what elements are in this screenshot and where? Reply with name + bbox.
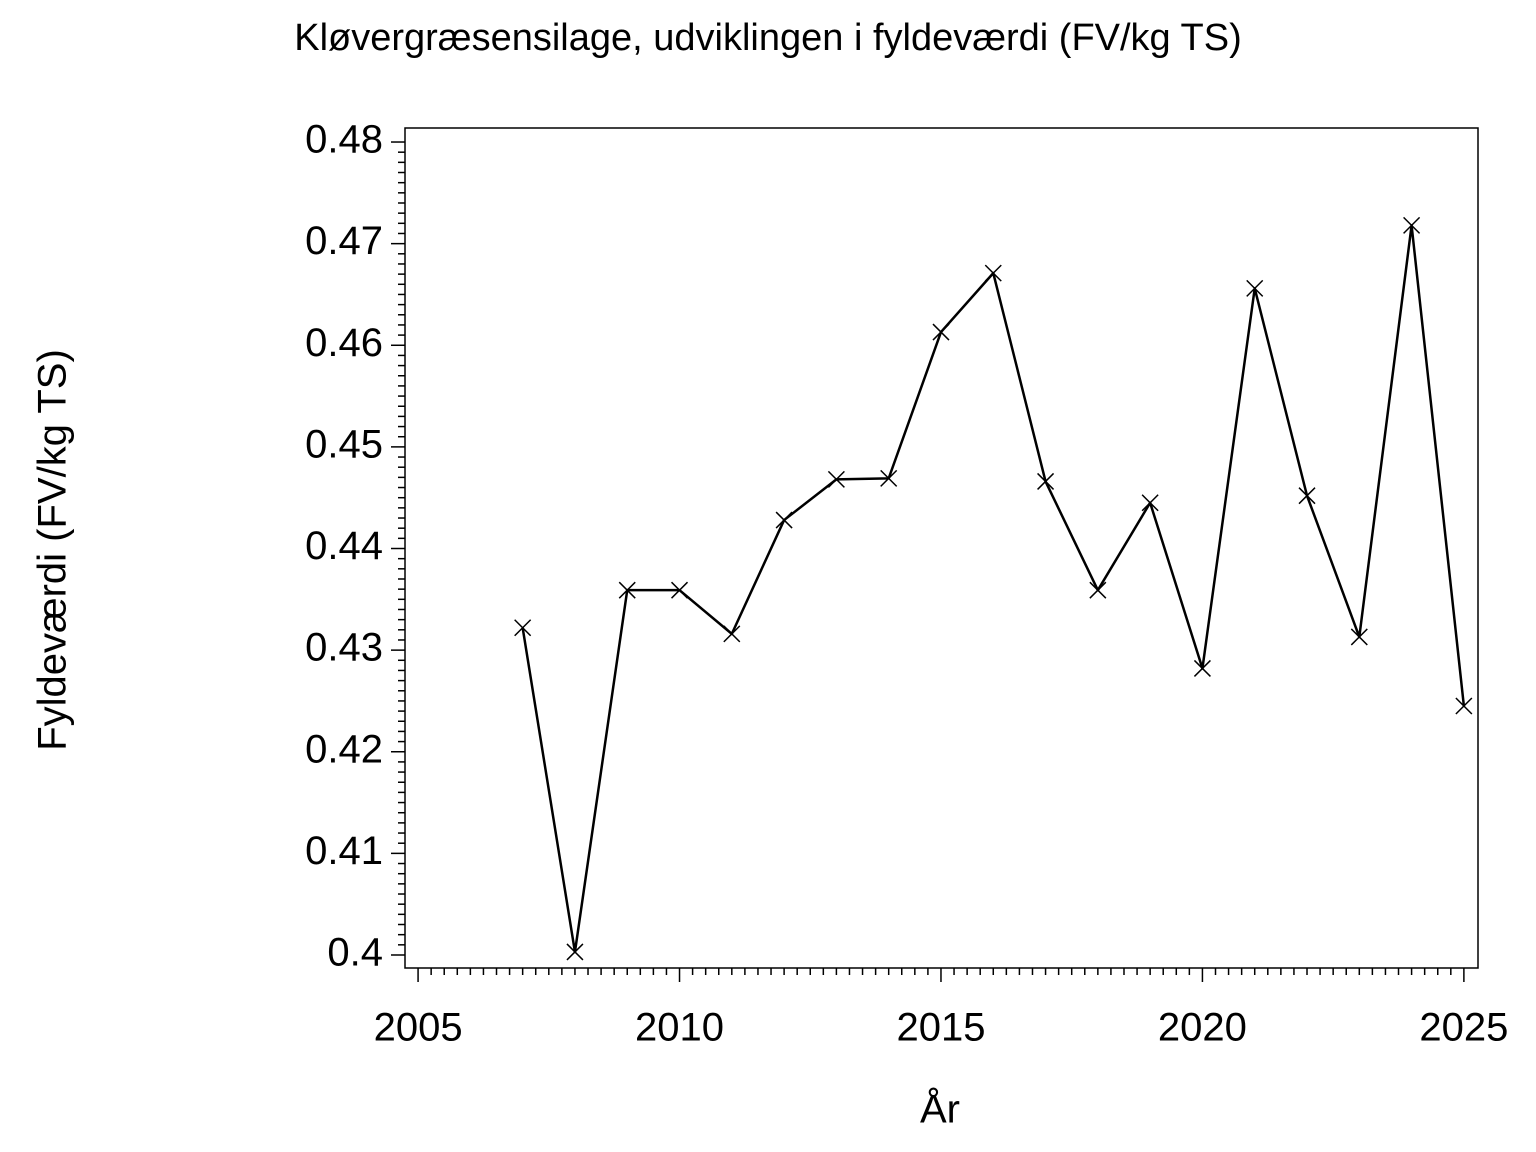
x-axis-label: År: [920, 1087, 960, 1132]
data-line: [521, 224, 1466, 954]
data-point: [984, 264, 1002, 282]
plot-frame: [404, 127, 1479, 969]
data-point: [932, 323, 950, 341]
data-point: [566, 943, 584, 961]
y-tick-label: 0.43: [305, 626, 383, 670]
data-point: [1037, 472, 1055, 490]
x-tick-label: 2020: [1158, 1006, 1247, 1050]
y-tick-label: 0.42: [305, 727, 383, 771]
data-point: [1246, 279, 1264, 297]
data-point: [827, 470, 845, 488]
chart-title: Kløvergræsensilage, udviklingen i fyldev…: [294, 17, 1242, 59]
x-tick-label: 2015: [896, 1006, 985, 1050]
data-point: [1455, 697, 1473, 715]
data-point: [775, 511, 793, 529]
y-tick-label: 0.4: [327, 931, 383, 975]
data-point: [880, 469, 898, 487]
x-tick-label: 2010: [635, 1006, 724, 1050]
data-point: [514, 619, 532, 637]
data-point: [618, 581, 636, 599]
y-tick-label: 0.48: [305, 118, 383, 162]
data-point: [1089, 581, 1107, 599]
data-point: [1193, 659, 1211, 677]
y-tick-label: 0.45: [305, 422, 383, 466]
data-point: [1141, 494, 1159, 512]
data-point: [1298, 487, 1316, 505]
data-point: [1403, 216, 1421, 234]
data-point: [670, 581, 689, 599]
y-axis-label: Fyldeværdi (FV/kg TS): [31, 349, 75, 751]
data-point: [1350, 628, 1368, 646]
y-tick-label: 0.44: [305, 524, 383, 568]
y-tick-label: 0.41: [305, 829, 383, 873]
x-tick-label: 2005: [374, 1006, 463, 1050]
y-tick-label: 0.47: [305, 219, 383, 263]
y-tick-label: 0.46: [305, 321, 383, 365]
x-tick-label: 2025: [1419, 1006, 1508, 1050]
data-point: [723, 625, 741, 643]
